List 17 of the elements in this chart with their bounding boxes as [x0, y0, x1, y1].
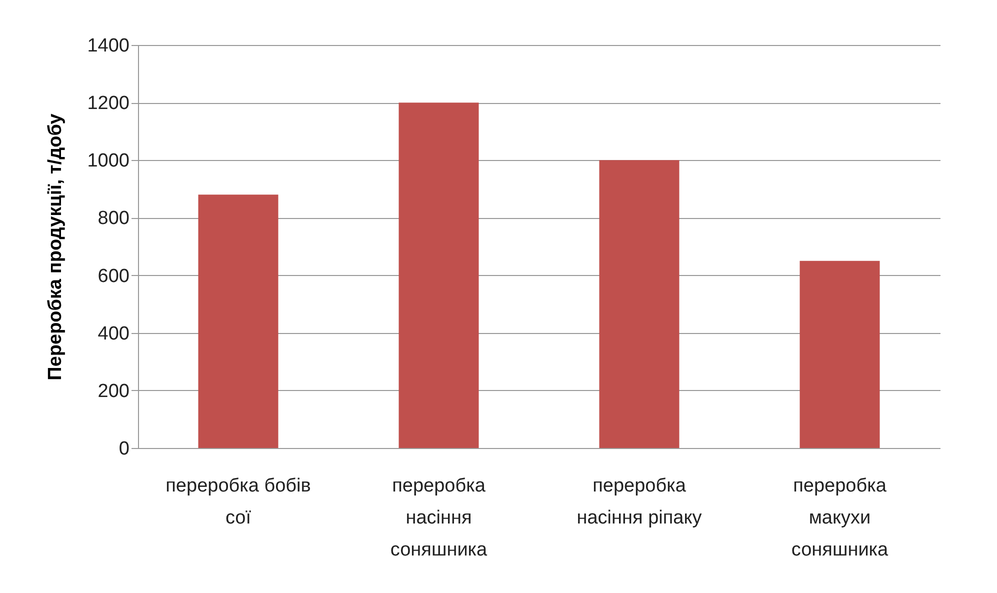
bar: [398, 102, 479, 448]
x-tick-label: переробка бобів сої: [166, 476, 311, 528]
y-tick-label: 1000: [87, 150, 130, 172]
x-tick-label: переробка макухи соняшника: [791, 476, 889, 560]
bar: [599, 160, 680, 448]
bar: [800, 260, 880, 448]
y-tick-label: 1200: [87, 93, 130, 114]
y-axis-title: Переробка продукції, т/добу: [45, 113, 66, 380]
y-tick-label: 600: [98, 266, 130, 287]
y-tick-label: 200: [98, 380, 130, 402]
y-tick-label: 800: [98, 208, 130, 230]
bar: [198, 194, 278, 448]
y-tick-label: 0: [118, 438, 130, 460]
y-tick-label: 400: [98, 323, 130, 344]
x-tick-label: переробка насіння ріпаку: [576, 476, 702, 528]
x-tick-label: переробка насіння соняшника: [390, 476, 488, 560]
y-tick-label: 1400: [87, 36, 130, 56]
